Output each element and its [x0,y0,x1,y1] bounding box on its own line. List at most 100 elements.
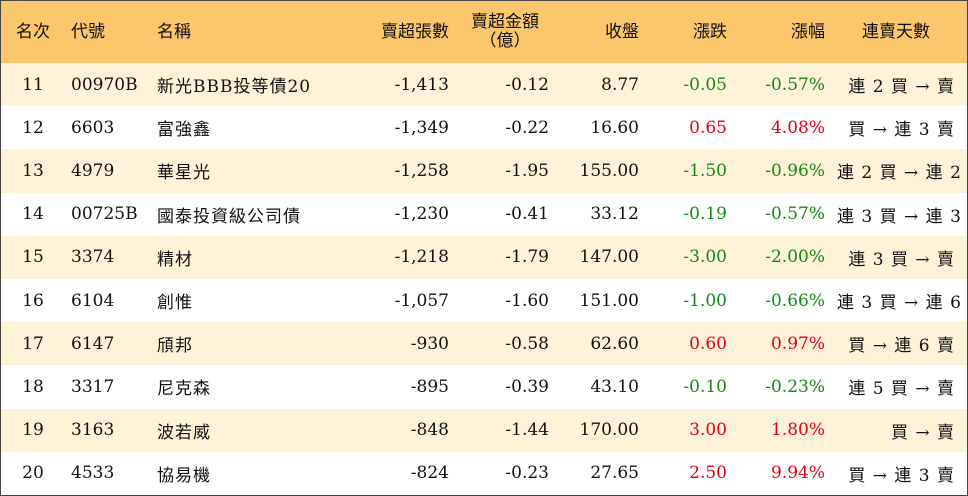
streak-cell: 連 2 買 → 連 2 賣 [837,163,967,184]
table-body: 11 00970B 新光BBB投等債20 -1,413 -0.12 8.77 -0.05 -0… [1,63,967,495]
close-price-cell: 151.00 [579,290,639,311]
header-change-pct[interactable]: 漲幅 [791,21,825,42]
table-row[interactable]: 19 3163 波若威 -848 -1.44 170.00 3.00 1.80% 買 → 賣 [1,408,967,452]
net-sell-lots-cell: -895 [410,376,449,397]
name-cell: 頎邦 [157,336,193,357]
header-streak[interactable]: 連賣天數 [862,21,930,42]
net-sell-amount-cell: -1.60 [505,290,549,311]
header-code[interactable]: 代號 [71,21,105,42]
table-row[interactable]: 20 4533 協易機 -824 -0.23 27.65 2.50 9.94% 買 → 連 3 … [1,451,967,495]
name-cell: 國泰投資級公司債 [157,206,301,227]
net-sell-amount-cell: -1.44 [505,420,549,441]
close-price-cell: 62.60 [590,333,639,354]
change-cell: 0.60 [689,333,727,354]
name-cell: 新光BBB投等債20 [157,77,312,98]
header-net-sell-amount-line1: 賣超金額 [471,12,539,32]
change-pct-cell: -0.23% [765,376,825,397]
rank-cell: 16 [22,290,44,311]
rank-cell: 14 [22,204,44,225]
close-price-cell: 43.10 [590,376,639,397]
code-cell: 6147 [71,333,115,354]
table-header-row: 名次 代號 名稱 賣超張數 賣超金額 （億） 收盤 漲跌 漲幅 連賣天數 [1,1,967,63]
net-sell-amount-cell: -0.39 [505,376,549,397]
close-price-cell: 147.00 [579,247,639,268]
header-rank[interactable]: 名次 [16,21,50,42]
header-net-sell-amount[interactable]: 賣超金額 （億） [455,1,555,63]
net-sell-lots-cell: -1,258 [394,160,449,181]
rank-cell: 15 [22,247,44,268]
change-pct-cell: 9.94% [770,463,825,484]
change-cell: -1.50 [683,160,727,181]
name-cell: 精材 [157,249,193,270]
table-row[interactable]: 12 6603 富強鑫 -1,349 -0.22 16.60 0.65 4.08% 買 → 連 … [1,106,967,150]
close-price-cell: 27.65 [590,463,639,484]
change-pct-cell: -0.57% [765,74,825,95]
table-row[interactable]: 13 4979 華星光 -1,258 -1.95 155.00 -1.50 -0.96% 連 2… [1,149,967,193]
close-price-cell: 33.12 [590,204,639,225]
net-sell-amount-cell: -1.79 [505,247,549,268]
net-sell-lots-cell: -1,349 [394,117,449,138]
net-sell-lots-cell: -824 [410,463,449,484]
change-cell: 0.65 [689,117,727,138]
header-net-sell-amount-line2: （億） [479,31,531,51]
table-row[interactable]: 16 6104 創惟 -1,057 -1.60 151.00 -1.00 -0.66% 連 3 … [1,278,967,323]
name-cell: 協易機 [157,465,211,486]
net-sell-lots-cell: -930 [410,333,449,354]
change-pct-cell: -0.66% [765,290,825,311]
streak-cell: 連 2 買 → 賣 [848,77,955,98]
table-row[interactable]: 14 00725B 國泰投資級公司債 -1,230 -0.41 33.12 -0.19 -0.… [1,192,967,236]
close-price-cell: 155.00 [579,160,639,181]
streak-cell: 連 3 買 → 連 6 賣 [837,293,967,314]
change-cell: -1.00 [683,290,727,311]
close-price-cell: 8.77 [601,74,639,95]
code-cell: 4533 [71,463,115,484]
code-cell: 00725B [71,204,138,225]
code-cell: 3163 [71,420,115,441]
change-pct-cell: -2.00% [765,247,825,268]
header-net-sell-lots[interactable]: 賣超張數 [381,21,449,42]
header-close[interactable]: 收盤 [605,21,639,42]
streak-cell: 連 5 買 → 賣 [848,379,955,400]
net-sell-lots-cell: -1,057 [394,290,449,311]
table-row[interactable]: 18 3317 尼克森 -895 -0.39 43.10 -0.10 -0.23% 連 5 買 … [1,365,967,409]
code-cell: 3317 [71,376,115,397]
change-pct-cell: 1.80% [770,420,825,441]
change-pct-cell: -0.57% [765,204,825,225]
table-row[interactable]: 15 3374 精材 -1,218 -1.79 147.00 -3.00 -2.00% 連 3 … [1,235,967,279]
streak-cell: 買 → 連 3 賣 [848,465,955,486]
streak-cell: 連 3 買 → 連 3 賣 [837,206,967,227]
table-row[interactable]: 11 00970B 新光BBB投等債20 -1,413 -0.12 8.77 -0.05 -0… [1,63,967,107]
code-cell: 3374 [71,247,115,268]
name-cell: 華星光 [157,163,211,184]
header-change[interactable]: 漲跌 [693,21,727,42]
rank-cell: 20 [22,463,44,484]
rank-cell: 18 [22,376,44,397]
change-cell: -0.05 [683,74,727,95]
change-cell: 3.00 [689,420,727,441]
change-pct-cell: 4.08% [770,117,825,138]
rank-cell: 12 [22,117,44,138]
net-sell-amount-cell: -1.95 [505,160,549,181]
net-sell-amount-cell: -0.41 [505,204,549,225]
table-row[interactable]: 17 6147 頎邦 -930 -0.58 62.60 0.60 0.97% 買 → 連 6 賣 [1,322,967,366]
net-sell-lots-cell: -848 [410,420,449,441]
streak-cell: 連 3 買 → 賣 [848,249,955,270]
rank-cell: 13 [22,160,44,181]
streak-cell: 買 → 連 6 賣 [848,336,955,357]
name-cell: 富強鑫 [157,120,211,141]
code-cell: 6603 [71,117,115,138]
rank-cell: 17 [22,333,44,354]
change-cell: -0.10 [683,376,727,397]
change-pct-cell: -0.96% [765,160,825,181]
name-cell: 波若威 [157,422,211,443]
streak-cell: 買 → 連 3 賣 [848,120,955,141]
name-cell: 創惟 [157,293,193,314]
header-name[interactable]: 名稱 [157,21,191,42]
change-cell: 2.50 [689,463,727,484]
close-price-cell: 170.00 [579,420,639,441]
rank-cell: 11 [22,74,44,95]
net-sell-amount-cell: -0.23 [505,463,549,484]
net-sell-amount-cell: -0.22 [505,117,549,138]
